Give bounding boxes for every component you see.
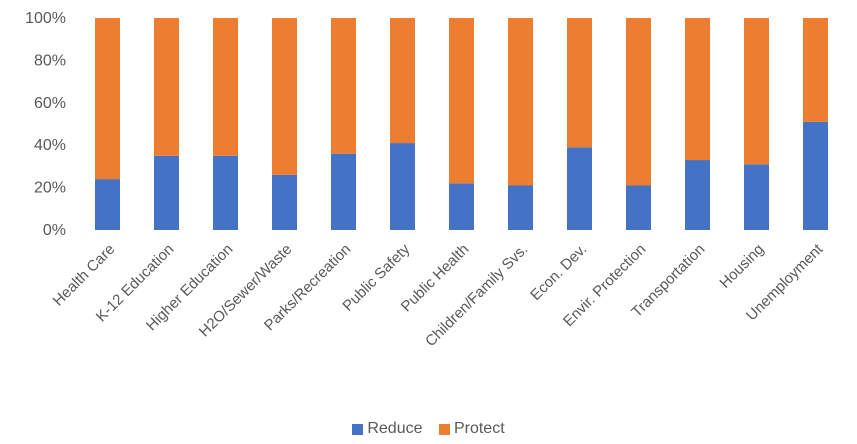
bar-segment-protect (508, 18, 533, 186)
legend-swatch-protect (438, 423, 450, 435)
bar-segment-protect (685, 18, 710, 161)
bar-segment-protect (449, 18, 474, 184)
bar-segment-protect (331, 18, 356, 154)
bar-segment-protect (390, 18, 415, 144)
y-tick-label: 40% (34, 137, 66, 154)
legend-label-protect: Protect (453, 420, 505, 437)
x-category-label: Children/Family Svs. (422, 241, 531, 350)
bar-segment-reduce (626, 185, 651, 230)
y-tick-label: 100% (25, 10, 66, 27)
bar-segment-reduce (331, 153, 356, 230)
bars (95, 18, 828, 230)
bar-segment-protect (213, 18, 238, 156)
y-tick-label: 20% (34, 180, 66, 197)
legend-item-reduce: Reduce (352, 420, 423, 438)
legend-item-protect: Protect (438, 420, 505, 438)
bar-segment-reduce (744, 164, 769, 230)
y-axis-ticks: 0% 20% 40% 60% 80% 100% (25, 10, 66, 239)
bar-segment-protect (154, 18, 179, 156)
bar-segment-reduce (272, 174, 297, 230)
legend-swatch-reduce (352, 423, 364, 435)
bar-segment-reduce (154, 155, 179, 230)
bar-segment-protect (744, 18, 769, 165)
legend-label-reduce: Reduce (367, 420, 423, 437)
bar-segment-reduce (213, 155, 238, 230)
bar-segment-reduce (567, 147, 592, 230)
bar-segment-reduce (95, 179, 120, 230)
x-category-label: Econ. Dev. (527, 241, 590, 304)
x-category-label: Housing (716, 241, 767, 292)
y-tick-label: 60% (34, 95, 66, 112)
bar-segment-reduce (390, 143, 415, 230)
bar-segment-protect (272, 18, 297, 175)
bar-segment-protect (567, 18, 592, 148)
bar-segment-reduce (803, 121, 828, 230)
y-tick-label: 80% (34, 52, 66, 69)
bar-segment-protect (95, 18, 120, 180)
bar-segment-protect (803, 18, 828, 122)
bar-segment-reduce (449, 183, 474, 230)
bar-segment-reduce (508, 185, 533, 230)
bar-segment-reduce (685, 160, 710, 230)
bar-segment-protect (626, 18, 651, 186)
y-tick-label: 0% (43, 222, 66, 239)
legend: Reduce Protect (0, 420, 857, 440)
